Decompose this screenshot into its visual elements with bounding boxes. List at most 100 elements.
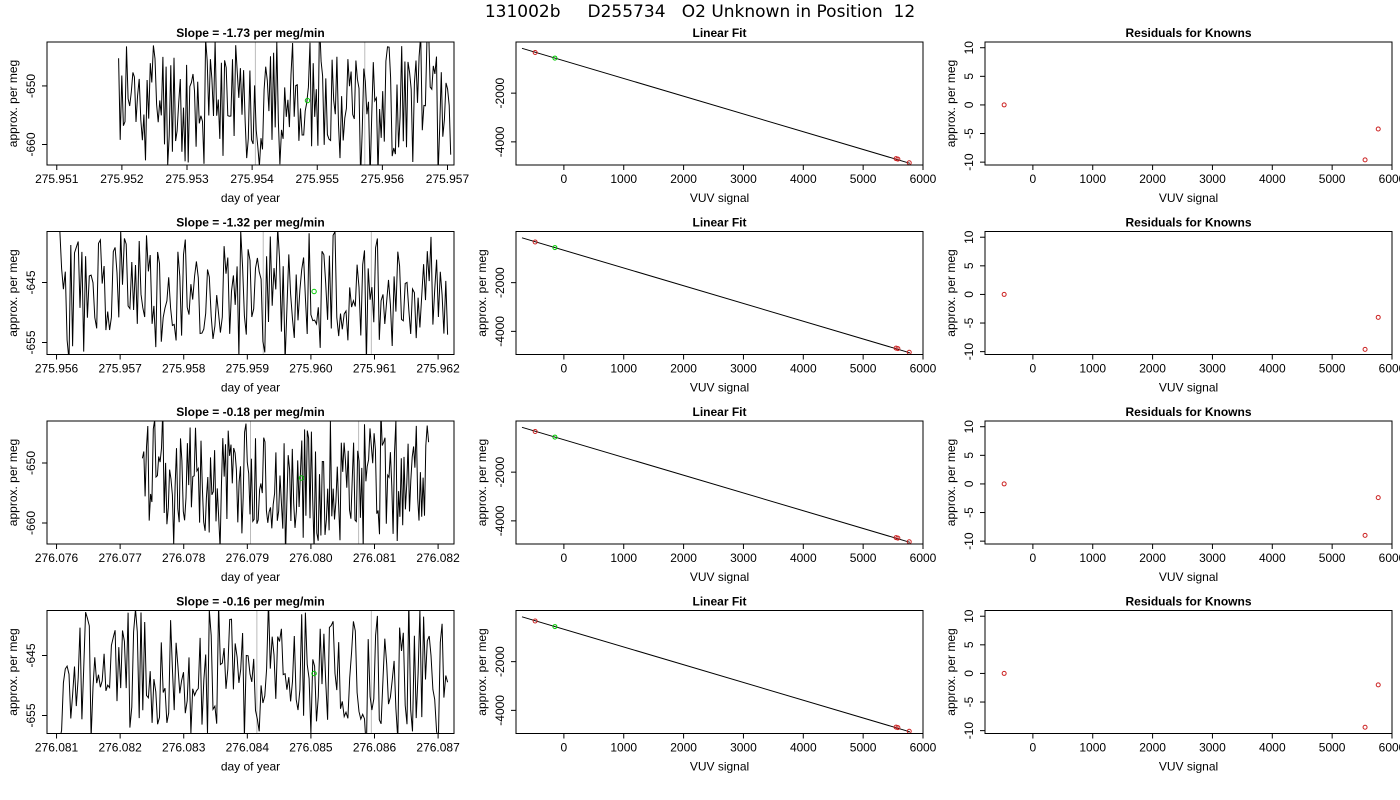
plot-area — [118, 42, 452, 165]
x-tick-label: 1000 — [1079, 551, 1106, 565]
x-tick-label: 5000 — [1319, 741, 1346, 755]
unknown-point — [298, 475, 305, 481]
x-tick-label: 4000 — [1259, 741, 1286, 755]
panel-title: Residuals for Knowns — [1125, 26, 1251, 40]
x-tick-label: 276.079 — [226, 551, 270, 565]
plot-frame — [984, 231, 1393, 355]
x-tick-label: 2000 — [1139, 551, 1166, 565]
known-point — [1375, 126, 1381, 132]
x-tick-label: 6000 — [1379, 362, 1400, 376]
y-tick-label: -655 — [24, 330, 38, 354]
x-tick-label: 0 — [561, 172, 568, 186]
known-point — [1001, 481, 1007, 487]
x-tick-label: 5000 — [850, 741, 877, 755]
y-tick-label: -10 — [962, 532, 976, 550]
x-axis-label: day of year — [221, 381, 280, 395]
x-tick-label: 3000 — [730, 172, 757, 186]
y-tick-label: 10 — [962, 609, 976, 623]
x-tick-label: 1000 — [610, 362, 637, 376]
y-axis-label: approx. per meg — [944, 60, 958, 147]
x-tick-label: 275.957 — [426, 172, 470, 186]
unknown-point — [552, 245, 558, 251]
known-point — [532, 428, 538, 434]
plot-frame — [984, 610, 1393, 734]
panel-2-1: Slope = -1.32 per meg/min 275.956 275.957 2… — [6, 216, 460, 395]
plot-frame — [515, 41, 924, 166]
x-tick-label: 5000 — [1319, 362, 1346, 376]
x-tick-label: 275.953 — [165, 172, 209, 186]
x-tick-label: 4000 — [1259, 172, 1286, 186]
x-tick-label: 1000 — [610, 551, 637, 565]
y-tick-label: 0 — [962, 670, 976, 677]
x-tick-label: 0 — [1030, 551, 1037, 565]
unknown-point — [552, 55, 558, 61]
y-tick-label: 10 — [962, 230, 976, 244]
panel-3-2: Linear Fit 0 1000 2000 3000 4000 5000 6000 -2000… — [475, 405, 937, 584]
known-point — [1001, 102, 1007, 108]
x-tick-label: 4000 — [1259, 362, 1286, 376]
plot-area — [59, 231, 449, 355]
known-point — [1001, 670, 1007, 676]
x-tick-label: 6000 — [1379, 551, 1400, 565]
panel-4-3: Residuals for Knowns 0 1000 2000 3000 4000 500… — [944, 595, 1400, 774]
x-tick-label: 276.087 — [416, 741, 460, 755]
known-point — [1375, 314, 1381, 320]
y-tick-label: -645 — [24, 643, 38, 667]
x-tick-label: 3000 — [1199, 362, 1226, 376]
series-line — [59, 231, 449, 355]
x-tick-label: 2000 — [1139, 741, 1166, 755]
x-tick-label: 6000 — [1379, 172, 1400, 186]
x-tick-label: 6000 — [910, 741, 937, 755]
x-tick-label: 275.960 — [289, 362, 333, 376]
panel-1-1: Slope = -1.73 per meg/min 275.951 275.952 2… — [6, 26, 470, 205]
x-tick-label: 5000 — [850, 172, 877, 186]
x-axis-label: VUV signal — [1159, 381, 1218, 395]
x-tick-label: 2000 — [1139, 172, 1166, 186]
panel-title: Slope = -1.32 per meg/min — [176, 216, 324, 230]
y-axis-label: approx. per meg — [944, 439, 958, 526]
x-tick-label: 276.085 — [289, 741, 333, 755]
panel-3-1: Slope = -0.18 per meg/min 276.076 276.077 2… — [6, 405, 460, 584]
known-point — [1362, 532, 1368, 538]
y-tick-label: -5 — [962, 128, 976, 139]
y-tick-label: -10 — [962, 153, 976, 171]
panel-4-2: Linear Fit 0 1000 2000 3000 4000 5000 6000 -2000… — [475, 595, 937, 774]
plot-area — [1001, 102, 1381, 163]
y-tick-label: 5 — [962, 262, 976, 269]
plot-frame — [46, 610, 455, 734]
y-tick-label: -2000 — [493, 646, 507, 677]
y-tick-label: 0 — [962, 101, 976, 108]
x-tick-label: 3000 — [730, 362, 757, 376]
plot-area — [521, 237, 912, 355]
x-tick-label: 1000 — [1079, 741, 1106, 755]
figure-title: 131002b D255734 O2 Unknown in Position 1… — [484, 2, 916, 22]
known-point — [895, 725, 901, 731]
x-tick-label: 0 — [561, 551, 568, 565]
x-tick-label: 0 — [1030, 741, 1037, 755]
known-point — [895, 156, 901, 162]
x-tick-label: 5000 — [1319, 172, 1346, 186]
plot-frame — [515, 610, 924, 734]
x-tick-label: 276.082 — [416, 551, 460, 565]
plot-area — [1001, 291, 1381, 352]
y-tick-label: -660 — [24, 511, 38, 535]
x-tick-label: 0 — [561, 741, 568, 755]
x-tick-label: 2000 — [670, 551, 697, 565]
plot-area — [1001, 670, 1381, 730]
known-point — [1001, 291, 1007, 297]
x-axis-label: VUV signal — [690, 760, 749, 774]
plot-area — [521, 616, 912, 734]
plot-frame — [46, 420, 455, 545]
plot-area — [1001, 481, 1381, 538]
series-line — [60, 610, 449, 734]
plot-frame — [984, 41, 1393, 166]
panel-title: Residuals for Knowns — [1125, 595, 1251, 609]
y-axis-label: approx. per meg — [6, 249, 20, 336]
y-tick-label: -650 — [24, 451, 38, 475]
series-line — [141, 421, 430, 544]
x-tick-label: 0 — [561, 362, 568, 376]
fit-line — [521, 47, 910, 164]
y-tick-label: 10 — [962, 420, 976, 434]
known-point — [895, 535, 901, 541]
plot-frame — [984, 420, 1393, 545]
